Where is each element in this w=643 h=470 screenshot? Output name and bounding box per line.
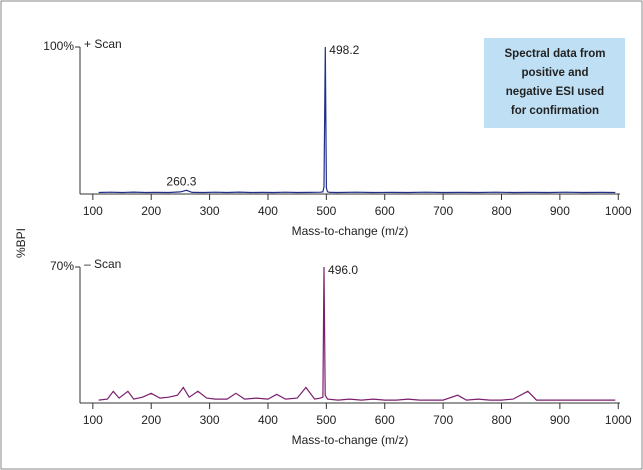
x-tick-label: 1000 — [605, 204, 632, 218]
x-tick-label: 200 — [141, 413, 161, 427]
x-tick-label: 600 — [375, 413, 395, 427]
x-tick-label: 600 — [375, 204, 395, 218]
x-tick-label: 900 — [550, 413, 570, 427]
callout-text: negative ESI used — [506, 86, 604, 98]
scan-label: – Scan — [84, 257, 121, 271]
callout-text: positive and — [521, 67, 588, 79]
x-tick-label: 400 — [258, 204, 278, 218]
callout-text: for confirmation — [511, 105, 599, 117]
peak-label: 496.0 — [328, 263, 358, 277]
spectrum-line — [98, 46, 616, 194]
x-tick-label: 100 — [83, 204, 103, 218]
scan-label: + Scan — [84, 37, 122, 51]
x-tick-label: 800 — [491, 204, 511, 218]
x-tick-label: 400 — [258, 413, 278, 427]
x-tick-label: 500 — [316, 413, 336, 427]
x-axis-title: Mass-to-change (m/z) — [292, 433, 409, 447]
x-tick-label: 1000 — [605, 413, 632, 427]
peak-label: 260.3 — [166, 174, 196, 188]
callout-box — [484, 38, 625, 128]
x-tick-label: 700 — [433, 204, 453, 218]
x-tick-label: 800 — [491, 413, 511, 427]
y-tick-label: 100% — [43, 39, 74, 53]
peak-label: 498.2 — [329, 43, 359, 57]
x-axis-title: Mass-to-change (m/z) — [292, 224, 409, 238]
spectrum-line — [98, 266, 616, 401]
x-tick-label: 100 — [83, 413, 103, 427]
x-tick-label: 300 — [200, 204, 220, 218]
callout-text: Spectral data from — [505, 48, 606, 60]
x-tick-label: 900 — [550, 204, 570, 218]
x-tick-label: 300 — [200, 413, 220, 427]
x-tick-label: 700 — [433, 413, 453, 427]
x-tick-label: 200 — [141, 204, 161, 218]
x-tick-label: 500 — [316, 204, 336, 218]
y-tick-label: 70% — [50, 259, 74, 273]
y-axis-title: %BPI — [14, 228, 28, 258]
